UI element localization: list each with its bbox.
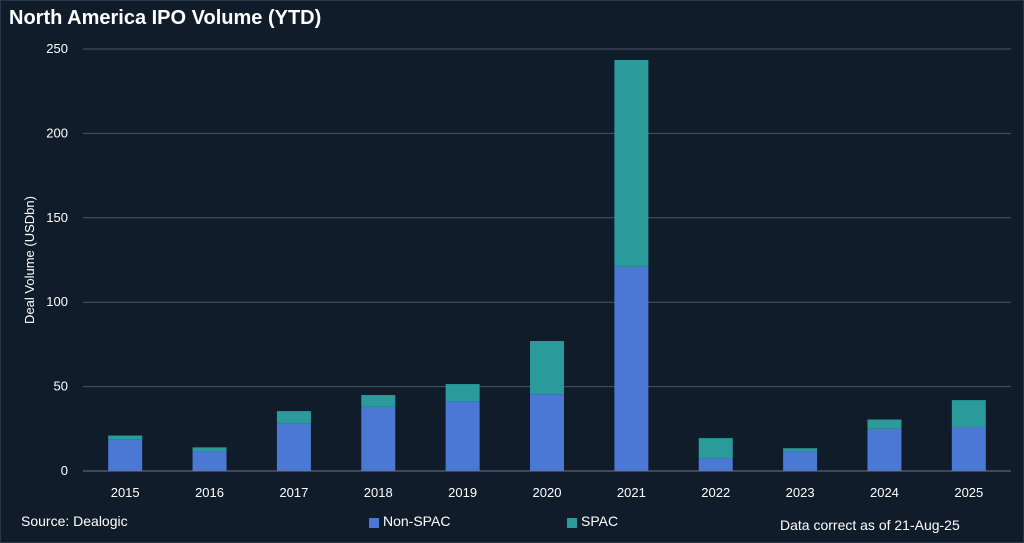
bar-spac-2025 xyxy=(951,400,986,428)
x-tick-label: 2024 xyxy=(870,485,899,500)
chart-title: North America IPO Volume (YTD) xyxy=(9,7,322,29)
y-axis-label: Deal Volume (USDbn) xyxy=(22,196,37,324)
legend-swatch-spac xyxy=(567,518,577,528)
y-axis-ticks: 0 50 100 150 200 250 xyxy=(46,41,68,478)
bar-spac-2015 xyxy=(108,435,143,440)
y-tick-label: 150 xyxy=(46,210,68,225)
bar-non-spac-2025 xyxy=(951,427,986,471)
x-tick-label: 2025 xyxy=(954,485,983,500)
bar-non-spac-2022 xyxy=(698,458,733,471)
bar-spac-2020 xyxy=(530,341,564,395)
bar-spac-2022 xyxy=(698,438,733,459)
y-tick-label: 100 xyxy=(46,294,68,309)
y-tick-label: 50 xyxy=(54,379,68,394)
x-tick-label: 2021 xyxy=(617,485,646,500)
x-tick-label: 2017 xyxy=(279,485,308,500)
bar-non-spac-2020 xyxy=(530,394,564,471)
bar-non-spac-2016 xyxy=(192,451,227,471)
legend-label-non-spac: Non-SPAC xyxy=(383,513,451,529)
bar-spac-2021 xyxy=(614,59,649,267)
gridlines xyxy=(83,48,1011,388)
bar-spac-2024 xyxy=(867,419,902,429)
bar-spac-2019 xyxy=(445,384,480,402)
source-note: Source: Dealogic xyxy=(21,513,128,529)
y-tick-label: 200 xyxy=(46,125,68,140)
bar-non-spac-2023 xyxy=(783,451,818,471)
y-tick-label: 0 xyxy=(61,463,68,478)
bar-spac-2016 xyxy=(192,447,227,452)
bar-spac-2023 xyxy=(783,448,818,452)
x-tick-label: 2016 xyxy=(195,485,224,500)
bar-non-spac-2015 xyxy=(108,439,143,471)
x-axis-ticks: 2015 2016 2017 2018 2019 2020 2021 2022 2023 2024… xyxy=(111,485,984,500)
x-tick-label: 2022 xyxy=(701,485,730,500)
bar-non-spac-2024 xyxy=(867,428,902,471)
bar-spac-2017 xyxy=(276,411,311,424)
x-tick-label: 2023 xyxy=(786,485,815,500)
bars xyxy=(108,59,986,471)
legend-label-spac: SPAC xyxy=(581,513,619,529)
bar-non-spac-2021 xyxy=(614,266,649,471)
bar-non-spac-2018 xyxy=(361,406,396,471)
data-date-note: Data correct as of 21-Aug-25 xyxy=(780,517,960,533)
x-tick-label: 2020 xyxy=(533,485,562,500)
bar-non-spac-2019 xyxy=(445,401,480,471)
legend-swatch-non-spac xyxy=(369,518,379,528)
x-tick-label: 2019 xyxy=(448,485,477,500)
x-tick-label: 2018 xyxy=(364,485,393,500)
bar-non-spac-2017 xyxy=(276,423,311,471)
x-tick-label: 2015 xyxy=(111,485,140,500)
bar-spac-2018 xyxy=(361,395,396,407)
y-tick-label: 250 xyxy=(46,41,68,56)
